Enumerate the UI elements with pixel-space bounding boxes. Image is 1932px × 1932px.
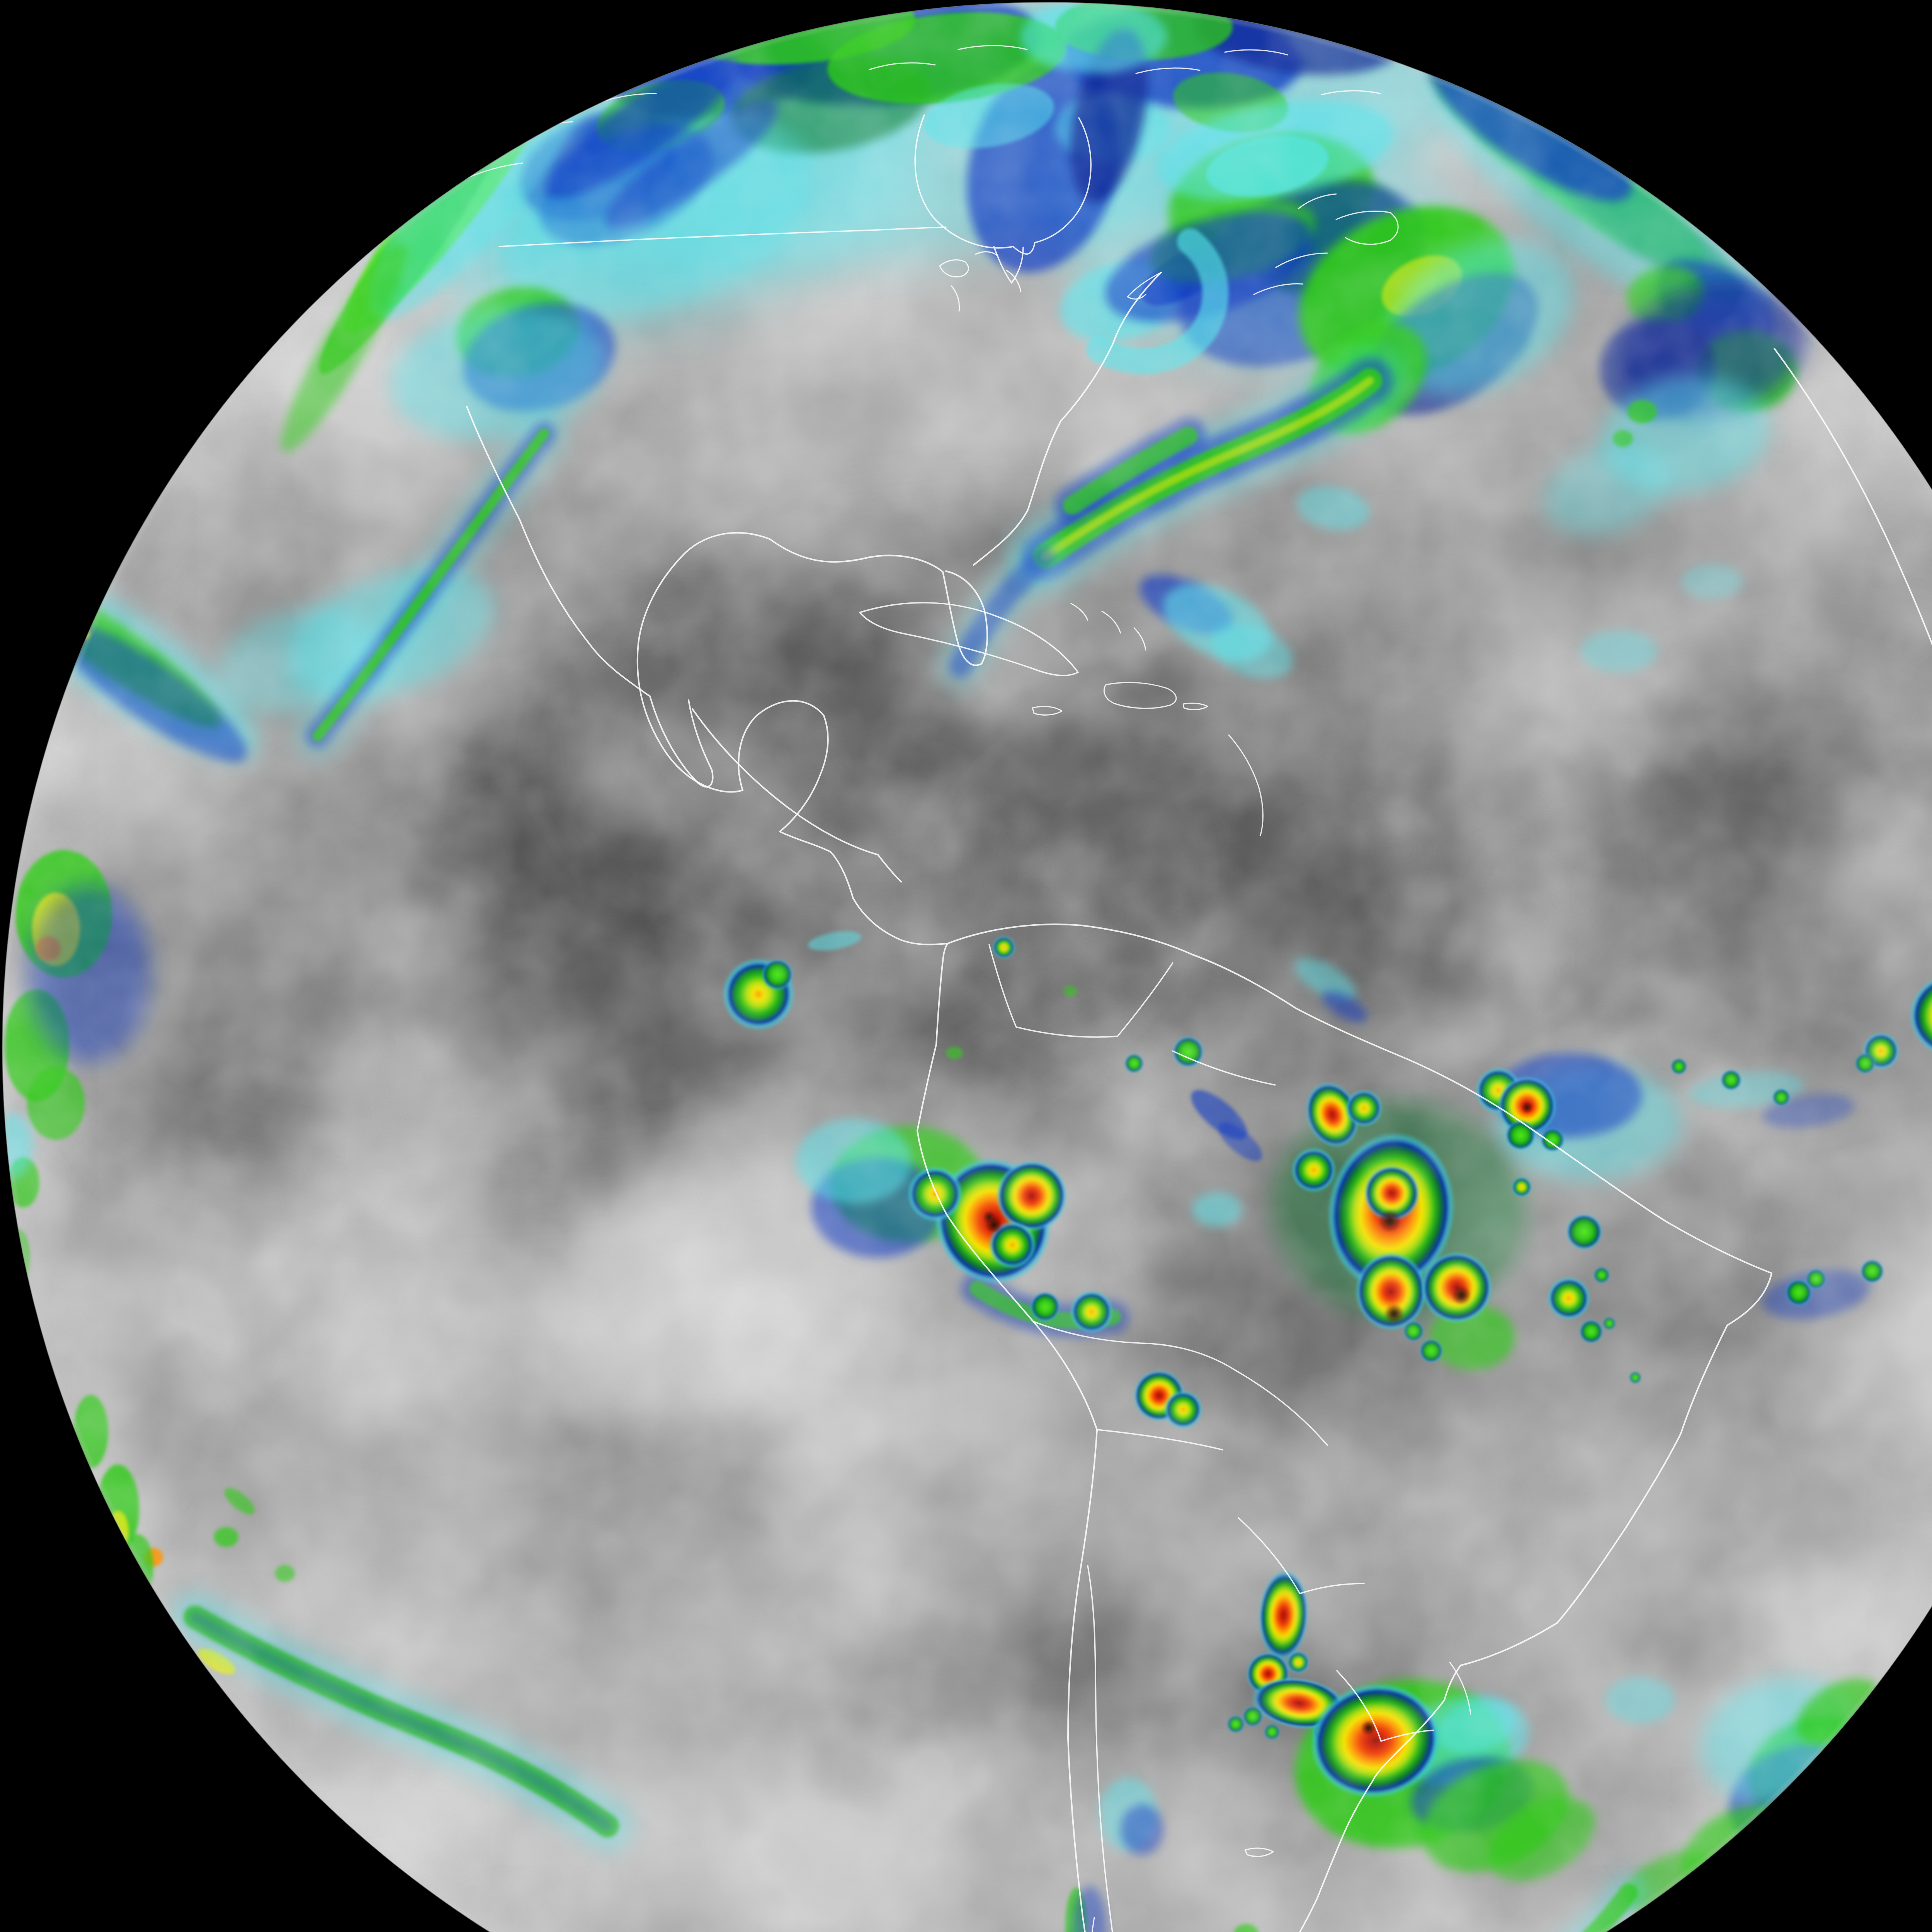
earth-disk-svg — [0, 0, 1932, 1932]
satellite-fulldisk-view — [0, 0, 1932, 1932]
